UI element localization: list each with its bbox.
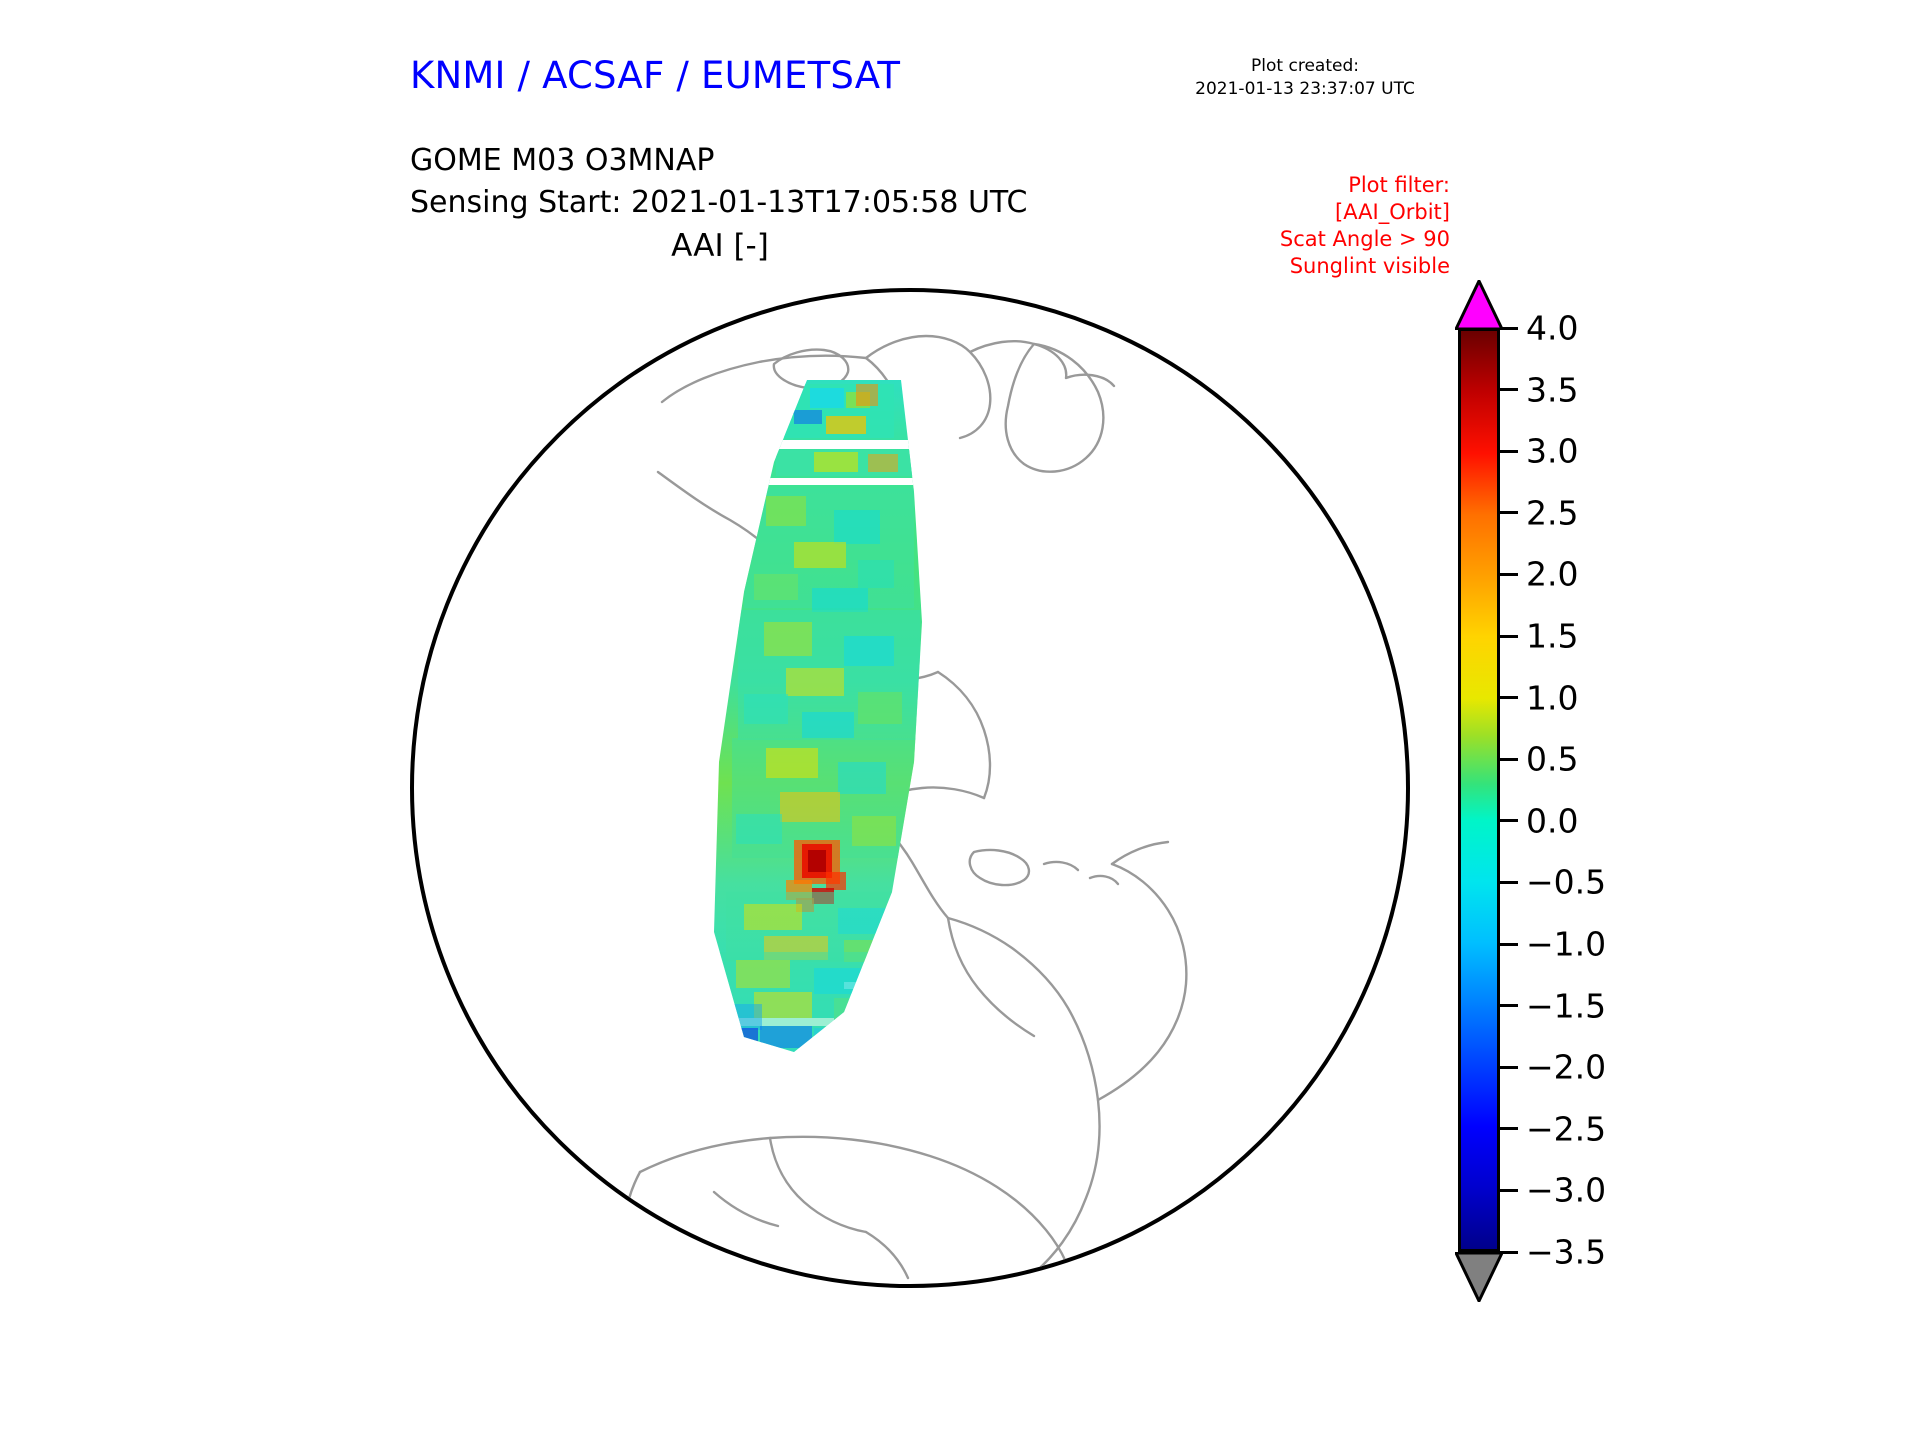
colorbar-tick-label: 0.0: [1526, 801, 1579, 841]
map-svg: [622, 334, 1188, 1284]
plot-filter-scat-angle: Scat Angle > 90: [1279, 227, 1450, 251]
colorbar-tick-label: −2.0: [1526, 1047, 1607, 1087]
dataset-name: GOME M03 O3MNAP: [410, 143, 715, 178]
colorbar-over-arrow: [1455, 280, 1503, 330]
colorbar-tick-label: −3.0: [1526, 1170, 1607, 1210]
brand-title: KNMI / ACSAF / EUMETSAT: [410, 54, 901, 97]
colorbar-tick-label: 4.0: [1526, 308, 1579, 348]
colorbar-tick: [1500, 1188, 1518, 1192]
colorbar-tick-label: 2.5: [1526, 493, 1579, 533]
colorbar-tick-label: 1.0: [1526, 678, 1579, 718]
colorbar-tick: [1500, 388, 1518, 392]
colorbar-tick-label: −2.5: [1526, 1109, 1607, 1149]
globe-outline: [410, 288, 1410, 1288]
colorbar-tick-label: −3.5: [1526, 1232, 1607, 1272]
colorbar: 4.0 3.5 3.0 2.5 2.0 1.5 1.0 0.5 0.0 −0.5 −1.0 −1.5 −…: [1448, 280, 1606, 1302]
colorbar-tick: [1500, 449, 1518, 453]
colorbar-tick-label: 2.0: [1526, 554, 1579, 594]
plot-created-block: Plot created: 2021-01-13 23:37:07 UTC: [1160, 55, 1450, 101]
colorbar-tick-label: 3.5: [1526, 370, 1579, 410]
page-title: AAI [-]: [671, 228, 769, 264]
colorbar-tick: [1500, 1250, 1518, 1254]
plot-filter-name: [AAI_Orbit]: [1335, 200, 1450, 224]
colorbar-tick-label: 0.5: [1526, 739, 1579, 779]
colorbar-tick-label: 3.0: [1526, 431, 1579, 471]
plot-created-value: 2021-01-13 23:37:07 UTC: [1195, 79, 1415, 99]
colorbar-tick-label: −1.0: [1526, 924, 1607, 964]
map-panel: [390, 268, 1430, 1328]
plot-created-label: Plot created:: [1251, 56, 1359, 76]
colorbar-tick-label: 1.5: [1526, 616, 1579, 656]
colorbar-tick-label: −1.5: [1526, 986, 1607, 1026]
colorbar-tick: [1500, 696, 1518, 700]
colorbar-tick: [1500, 757, 1518, 761]
colorbar-tick: [1500, 942, 1518, 946]
colorbar-tick: [1500, 572, 1518, 576]
sensing-start: Sensing Start: 2021-01-13T17:05:58 UTC: [410, 185, 1028, 220]
colorbar-tick: [1500, 634, 1518, 638]
colorbar-tick: [1500, 819, 1518, 823]
colorbar-tick: [1500, 326, 1518, 330]
plot-filter-sunglint: Sunglint visible: [1289, 254, 1450, 278]
dataset-subtitle: GOME M03 O3MNAP Sensing Start: 2021-01-1…: [410, 140, 1027, 224]
plot-filter-label: Plot filter:: [1348, 173, 1450, 197]
colorbar-tick: [1500, 1065, 1518, 1069]
satellite-swath: [714, 380, 922, 1052]
colorbar-tick: [1500, 1127, 1518, 1131]
colorbar-gradient: [1458, 328, 1500, 1252]
colorbar-tick: [1500, 880, 1518, 884]
plot-filter-block: Plot filter: [AAI_Orbit] Scat Angle > 90…: [1185, 172, 1450, 280]
swath-pixels: [714, 384, 922, 1052]
colorbar-tick: [1500, 511, 1518, 515]
colorbar-tick: [1500, 1004, 1518, 1008]
colorbar-under-arrow: [1455, 1252, 1503, 1302]
globe-content: [414, 292, 1406, 1284]
colorbar-tick-label: −0.5: [1526, 862, 1607, 902]
